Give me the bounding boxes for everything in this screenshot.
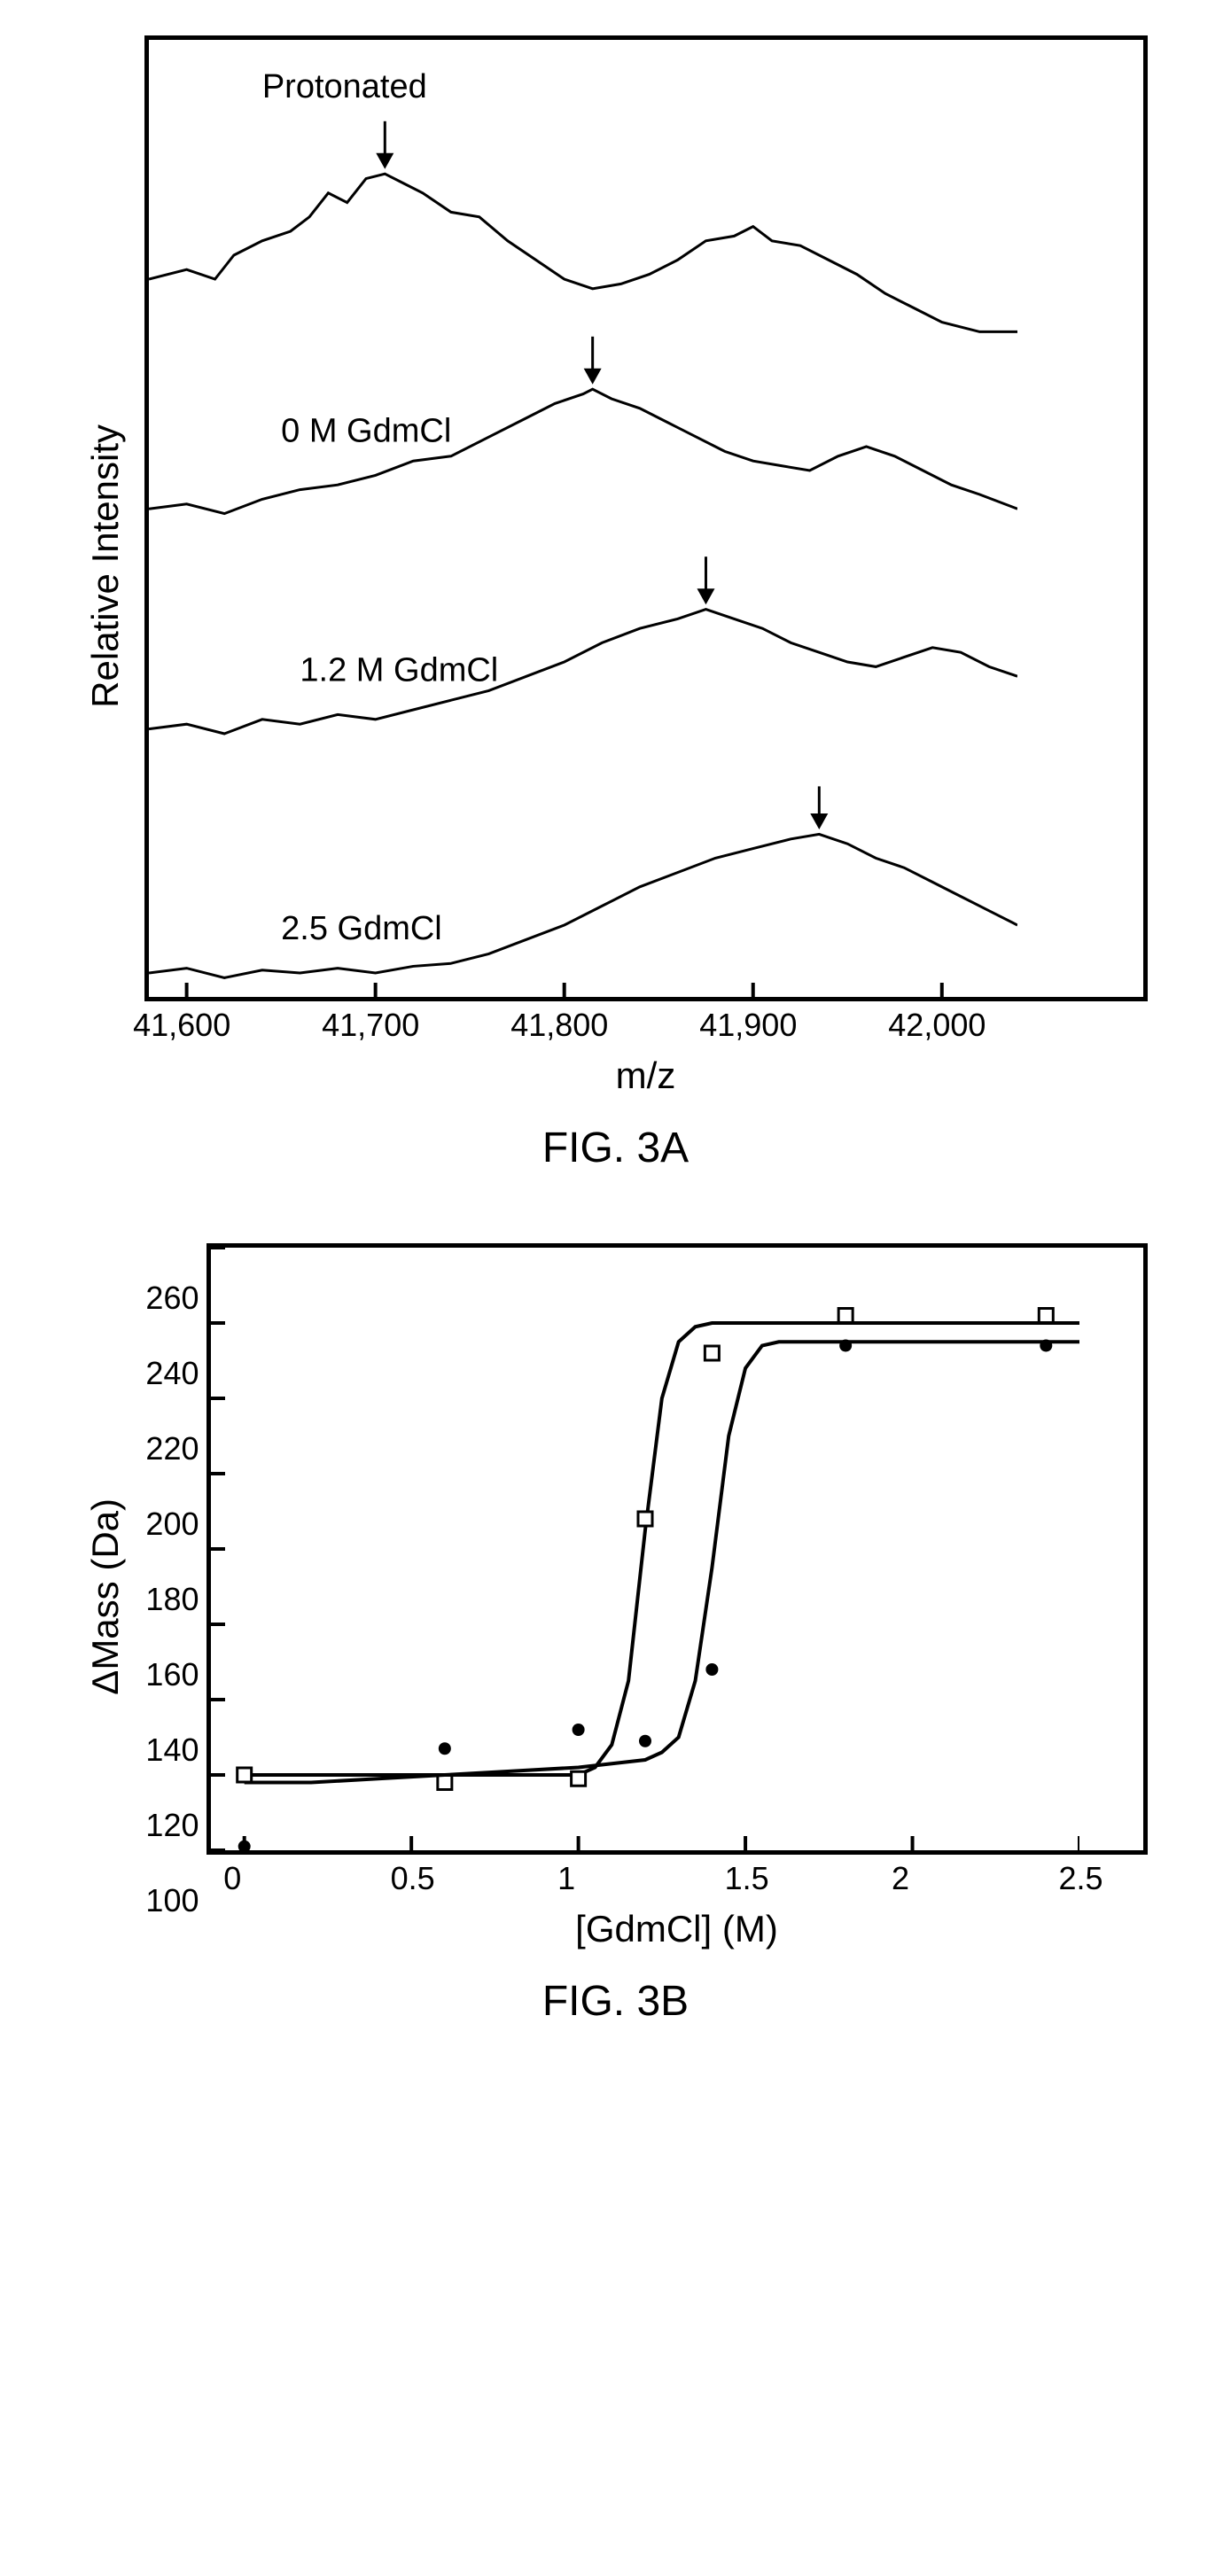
fig-b-ytick-label: 160 — [145, 1656, 199, 1693]
svg-text:2.5 GdmCl: 2.5 GdmCl — [281, 910, 442, 947]
fig-b-xtick-label: 0.5 — [391, 1860, 435, 1897]
fig-b-plot-area — [206, 1243, 1148, 1855]
fig-b-yticks: 100120140160180200220240260 — [136, 1296, 206, 1898]
fig-a-svg: Protonated 0 M GdmCl 1.2 M GdmCl 2.5 GdmCl — [149, 40, 1017, 997]
figure-3b: ΔMass (Da) 100120140160180200220240260 0… — [84, 1243, 1148, 2026]
fig-b-svg — [211, 1248, 1079, 1850]
fig-a-xtick-label: 41,900 — [699, 1007, 797, 1044]
fig-a-xtick-label: 41,700 — [322, 1007, 419, 1044]
fig-a-xtick-label: 41,800 — [510, 1007, 608, 1044]
fig-a-ylabel: Relative Intensity — [84, 424, 126, 708]
svg-text:0 M GdmCl: 0 M GdmCl — [281, 413, 451, 450]
fig-a-xticks: 41,60041,70041,80041,90042,000 — [144, 1001, 1013, 1046]
fig-b-ytick-label: 140 — [145, 1732, 199, 1769]
fig-b-ytick-label: 260 — [145, 1280, 199, 1317]
fig-b-ylabel: ΔMass (Da) — [84, 1498, 126, 1695]
fig-b-ytick-label: 200 — [145, 1506, 199, 1543]
svg-text:1.2 M GdmCl: 1.2 M GdmCl — [300, 652, 498, 689]
fig-a-caption: FIG. 3A — [84, 1124, 1148, 1172]
fig-b-xtick-label: 0 — [223, 1860, 241, 1897]
fig-b-xlabel: [GdmCl] (M) — [575, 1908, 778, 1950]
fig-a-xtick-label: 41,600 — [133, 1007, 230, 1044]
svg-text:Protonated: Protonated — [261, 68, 426, 105]
fig-b-ytick-label: 220 — [145, 1430, 199, 1467]
fig-b-xtick-label: 1 — [557, 1860, 575, 1897]
fig-b-xtick-label: 1.5 — [725, 1860, 769, 1897]
fig-a-xtick-label: 42,000 — [888, 1007, 986, 1044]
fig-b-xtick-label: 2 — [892, 1860, 909, 1897]
figure-3a: Relative Intensity Protonated 0 M GdmCl 1.… — [84, 35, 1148, 1172]
fig-b-ytick-label: 120 — [145, 1807, 199, 1844]
fig-b-xticks: 00.511.522.5 — [206, 1855, 1075, 1899]
fig-b-ytick-label: 240 — [145, 1355, 199, 1392]
fig-b-xtick-label: 2.5 — [1059, 1860, 1103, 1897]
fig-a-plot-area: Protonated 0 M GdmCl 1.2 M GdmCl 2.5 GdmCl — [144, 35, 1148, 1001]
fig-b-caption: FIG. 3B — [84, 1977, 1148, 2026]
fig-a-xlabel: m/z — [616, 1055, 676, 1096]
fig-b-ytick-label: 180 — [145, 1581, 199, 1618]
fig-b-ytick-label: 100 — [145, 1882, 199, 1919]
